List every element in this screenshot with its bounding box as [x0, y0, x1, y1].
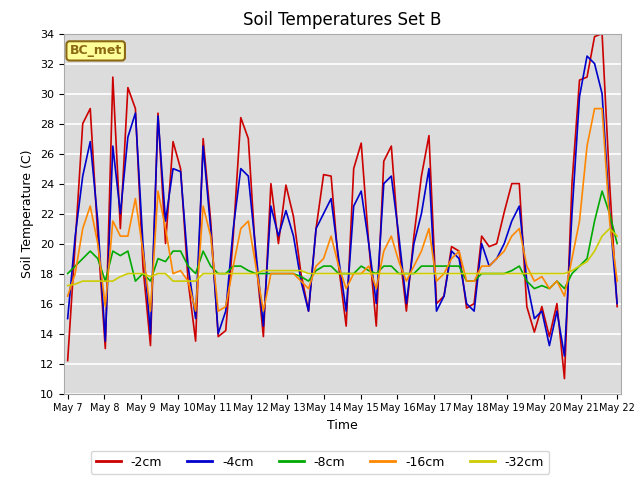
-16cm: [184, 278, 192, 284]
-32cm: [64, 283, 72, 288]
-2cm: [568, 180, 576, 186]
Line: -32cm: -32cm: [68, 228, 617, 286]
-2cm: [64, 358, 72, 363]
-16cm: [64, 293, 72, 299]
-8cm: [177, 248, 184, 254]
-32cm: [372, 271, 380, 276]
Text: BC_met: BC_met: [70, 44, 122, 58]
-32cm: [561, 271, 568, 276]
-16cm: [147, 308, 154, 314]
-2cm: [177, 166, 184, 171]
Line: -8cm: -8cm: [68, 191, 617, 288]
-4cm: [184, 263, 192, 269]
-16cm: [372, 286, 380, 291]
-8cm: [613, 240, 621, 247]
-32cm: [613, 233, 621, 239]
-32cm: [606, 226, 614, 231]
-16cm: [192, 308, 200, 314]
-4cm: [568, 211, 576, 216]
-4cm: [561, 353, 568, 359]
-8cm: [372, 271, 380, 276]
-2cm: [372, 323, 380, 329]
Title: Soil Temperatures Set B: Soil Temperatures Set B: [243, 11, 442, 29]
Line: -4cm: -4cm: [68, 56, 617, 356]
-16cm: [591, 106, 598, 111]
-16cm: [380, 248, 388, 254]
X-axis label: Time: Time: [327, 419, 358, 432]
-4cm: [244, 173, 252, 179]
-16cm: [252, 263, 260, 269]
-8cm: [244, 268, 252, 274]
-8cm: [531, 286, 538, 291]
-8cm: [598, 188, 606, 194]
-2cm: [561, 376, 568, 382]
Y-axis label: Soil Temperature (C): Soil Temperature (C): [22, 149, 35, 278]
-4cm: [372, 300, 380, 306]
-16cm: [613, 278, 621, 284]
-2cm: [184, 278, 192, 284]
Line: -16cm: -16cm: [68, 108, 617, 311]
-2cm: [365, 240, 372, 247]
Legend: -2cm, -4cm, -8cm, -16cm, -32cm: -2cm, -4cm, -8cm, -16cm, -32cm: [91, 451, 549, 474]
-4cm: [583, 53, 591, 59]
-4cm: [613, 300, 621, 306]
Line: -2cm: -2cm: [68, 34, 617, 379]
-2cm: [613, 304, 621, 310]
-8cm: [568, 271, 576, 276]
-4cm: [365, 240, 372, 247]
-8cm: [184, 263, 192, 269]
-8cm: [64, 271, 72, 276]
-2cm: [598, 31, 606, 36]
-4cm: [177, 168, 184, 174]
-32cm: [184, 278, 192, 284]
-32cm: [177, 278, 184, 284]
-8cm: [365, 268, 372, 274]
-4cm: [64, 316, 72, 322]
-32cm: [365, 271, 372, 276]
-16cm: [568, 256, 576, 262]
-32cm: [244, 271, 252, 276]
-2cm: [244, 136, 252, 142]
